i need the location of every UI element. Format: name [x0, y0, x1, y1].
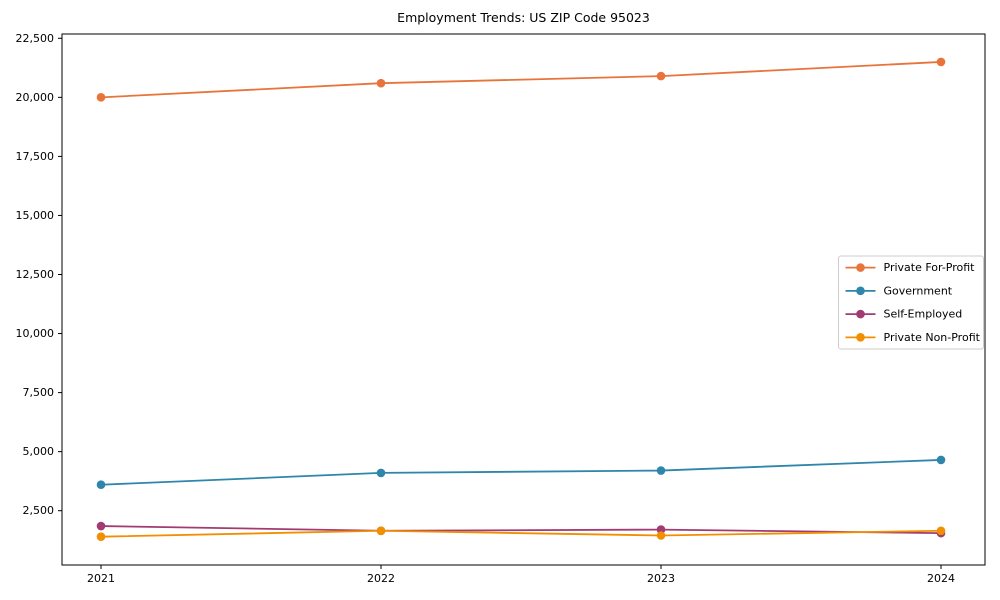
data-point-private-for-profit — [936, 57, 946, 67]
legend-marker — [856, 286, 865, 296]
legend-label: Private Non-Profit — [884, 331, 981, 344]
x-tick-label: 2022 — [367, 572, 395, 585]
data-point-private-non-profit — [936, 526, 946, 536]
y-tick-label: 22,500 — [16, 32, 55, 45]
y-tick-label: 5,000 — [23, 445, 55, 458]
series-line-government — [100, 459, 942, 486]
legend-marker — [856, 333, 865, 342]
data-point-government — [656, 466, 666, 475]
series-line-private-for-profit — [100, 61, 942, 99]
data-point-government — [376, 468, 386, 478]
x-tick-label: 2023 — [647, 572, 675, 585]
data-point-private-for-profit — [376, 78, 386, 88]
chart-title: Employment Trends: US ZIP Code 95023 — [397, 10, 650, 25]
y-tick-label: 7,500 — [23, 386, 55, 399]
data-point-private-non-profit — [96, 532, 106, 541]
legend-label: Private For-Profit — [884, 261, 976, 274]
legend-label: Self-Employed — [884, 308, 963, 321]
series-line-self-employed — [100, 525, 942, 535]
y-tick-label: 17,500 — [16, 150, 55, 163]
legend-group: Private For-Profit Government Self-Employe… — [838, 255, 984, 350]
legend-label: Government — [884, 284, 953, 297]
data-point-private-for-profit — [656, 71, 666, 81]
y-tick-label: 12,500 — [16, 268, 55, 281]
data-point-government — [96, 480, 106, 490]
data-point-private-non-profit — [376, 526, 386, 536]
data-point-private-non-profit — [656, 531, 666, 540]
series-line-private-non-profit — [100, 529, 942, 538]
data-point-self-employed — [656, 525, 666, 534]
x-tick-label: 2024 — [927, 572, 955, 585]
legend-box — [838, 255, 984, 350]
y-tick-label: 2,500 — [23, 504, 55, 517]
data-point-government — [936, 455, 946, 465]
legend-marker — [856, 309, 865, 319]
plot-border — [61, 33, 986, 566]
x-tick-label: 2021 — [87, 572, 115, 585]
legend-marker — [856, 263, 865, 272]
y-tick-label: 10,000 — [16, 327, 55, 340]
data-point-private-for-profit — [96, 93, 106, 102]
axes-group: 2,500 5,000 7,500 10,000 12,500 15,000 17,500 2… — [16, 32, 986, 585]
data-point-self-employed — [96, 521, 106, 531]
y-tick-label: 15,000 — [16, 209, 55, 222]
series-group — [96, 57, 946, 541]
y-tick-label: 20,000 — [16, 91, 55, 104]
